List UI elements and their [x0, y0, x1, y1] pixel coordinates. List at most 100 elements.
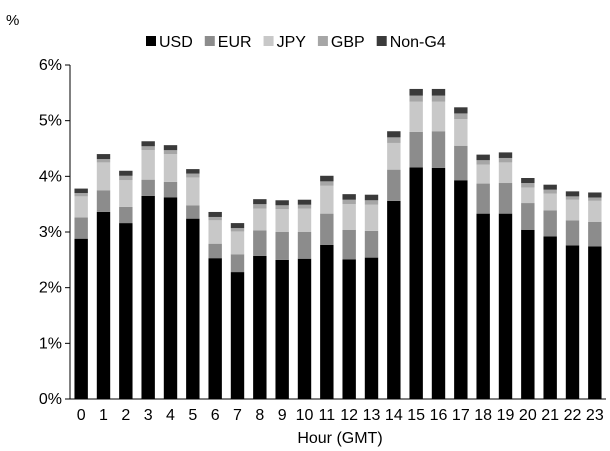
legend-label: GBP: [331, 34, 365, 51]
bar-segment-jpy: [230, 231, 245, 255]
bar-segment-jpy: [320, 185, 334, 214]
bar-segment-gbp: [431, 95, 446, 102]
bar-segment-gbp: [163, 150, 178, 155]
bar-segment-non-g4: [186, 169, 200, 174]
bar-segment-non-g4: [454, 107, 468, 114]
legend-swatch: [146, 36, 156, 46]
bar-segment-jpy: [364, 204, 379, 231]
bar-segment-non-g4: [119, 170, 133, 176]
bar-segment-gbp: [543, 189, 557, 194]
y-tick-label: 5%: [39, 113, 62, 130]
y-tick-label: 2%: [39, 280, 62, 297]
bar-segment-non-g4: [74, 188, 88, 194]
legend-swatch: [376, 36, 387, 46]
bar-segment-gbp: [275, 205, 289, 210]
bar-segment-jpy: [208, 220, 222, 244]
bar-segment-eur: [565, 220, 580, 246]
bar-segment-usd: [96, 211, 111, 399]
bar-segment-usd: [320, 244, 334, 399]
x-tick-label: 17: [452, 407, 470, 424]
bar-segment-gbp: [141, 146, 155, 151]
x-tick-label: 18: [474, 407, 492, 424]
bar-segment-non-g4: [364, 194, 379, 201]
legend-label: JPY: [277, 34, 307, 51]
x-tick-label: 22: [564, 407, 582, 424]
bar-segment-gbp: [454, 113, 468, 119]
bar-segment-usd: [588, 246, 602, 399]
y-axis: 0% 1% 2% 3% 4% 5% 6%: [39, 57, 71, 408]
bar-segment-gbp: [588, 197, 602, 201]
bar-segment-non-g4: [588, 192, 602, 198]
bar-segment-usd: [521, 229, 535, 399]
bar-segment-usd: [565, 245, 580, 399]
bar-segment-jpy: [565, 199, 580, 221]
bar-segment-jpy: [387, 142, 401, 170]
x-tick-label: 4: [166, 407, 175, 424]
bar-segment-non-g4: [297, 199, 312, 205]
bar-segment-non-g4: [431, 88, 446, 96]
bar-segment-eur: [498, 183, 513, 214]
bar-segment-gbp: [253, 204, 267, 209]
bar-segment-usd: [208, 258, 222, 399]
legend-label: EUR: [218, 34, 252, 51]
bar-segment-usd: [74, 238, 88, 399]
legend-swatch: [317, 36, 328, 46]
bar-segment-non-g4: [320, 175, 334, 182]
bar-segment-non-g4: [253, 199, 267, 205]
legend-swatch: [204, 36, 215, 46]
bar-segment-non-g4: [409, 88, 423, 96]
bar-segment-eur: [208, 243, 222, 259]
x-tick-label: 8: [255, 407, 264, 424]
bar-segment-usd: [409, 167, 423, 399]
bar-segment-usd: [454, 180, 468, 399]
bar-segment-eur: [342, 229, 356, 260]
bar-segment-non-g4: [387, 131, 401, 138]
x-tick-label: 20: [519, 407, 537, 424]
bar-segment-eur: [253, 230, 267, 256]
bar-segment-eur: [387, 169, 401, 201]
bar-segment-non-g4: [230, 223, 245, 229]
bar-segment-non-g4: [476, 154, 490, 161]
x-tick-label: 6: [211, 407, 220, 424]
x-tick-label: 15: [407, 407, 425, 424]
bar-segment-usd: [342, 259, 356, 399]
bar-segment-gbp: [230, 228, 245, 232]
bar-segment-eur: [141, 179, 155, 196]
y-tick-label: 6%: [39, 57, 62, 74]
bar-segment-eur: [74, 217, 88, 239]
bar-segment-eur: [297, 232, 312, 259]
y-tick-label: 3%: [39, 224, 62, 241]
bar-segment-non-g4: [498, 152, 513, 158]
bar-segment-eur: [163, 181, 178, 198]
x-tick-label: 14: [385, 407, 403, 424]
bar-segment-jpy: [454, 119, 468, 146]
bar-segment-eur: [96, 190, 111, 212]
bar-segment-usd: [543, 236, 557, 399]
bar-segment-jpy: [521, 187, 535, 204]
y-tick-label: 0%: [39, 391, 62, 408]
x-tick-label: 1: [99, 407, 108, 424]
bar-segment-non-g4: [342, 194, 356, 200]
bar-segment-non-g4: [521, 178, 535, 184]
bar-segment-eur: [230, 254, 245, 273]
x-axis-title: Hour (GMT): [297, 430, 382, 447]
bar-segment-usd: [186, 218, 200, 399]
x-tick-label: 11: [319, 407, 336, 424]
bar-segment-jpy: [253, 208, 267, 231]
legend-swatch: [263, 36, 274, 46]
bar-segment-usd: [141, 195, 155, 399]
bar-segment-gbp: [387, 137, 401, 143]
bar-segment-usd: [253, 255, 267, 399]
bar-segment-non-g4: [208, 211, 222, 217]
bar-segment-gbp: [119, 175, 133, 181]
bar-segment-jpy: [275, 209, 289, 232]
bar-segment-gbp: [521, 183, 535, 188]
bar-segment-jpy: [409, 101, 423, 132]
bar-segment-eur: [409, 131, 423, 168]
bar-segment-non-g4: [565, 191, 580, 197]
x-tick-label: 3: [144, 407, 153, 424]
bar-segment-eur: [454, 145, 468, 181]
bars: [74, 88, 602, 399]
bar-segment-non-g4: [275, 200, 289, 206]
bar-segment-jpy: [543, 193, 557, 211]
